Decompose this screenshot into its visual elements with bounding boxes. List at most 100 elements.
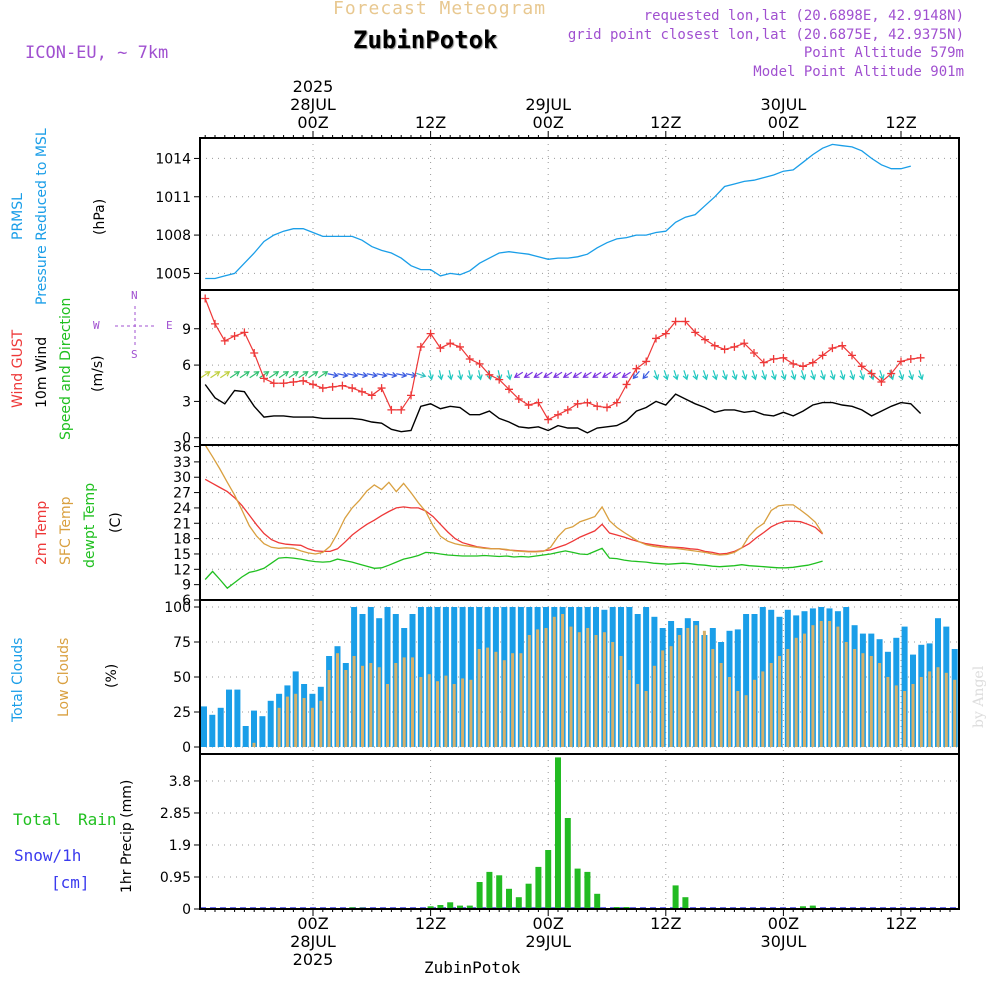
wind-direction-arrowhead bbox=[819, 374, 826, 381]
wind-gust-marker bbox=[338, 381, 347, 390]
wind-direction-arrowhead bbox=[653, 374, 660, 381]
wind-gust-marker bbox=[279, 379, 288, 388]
wind-direction-arrowhead bbox=[562, 372, 569, 378]
wind-direction-arrow bbox=[918, 370, 923, 380]
panel-frame bbox=[199, 137, 960, 291]
low-clouds-bar bbox=[252, 742, 256, 747]
low-clouds-bar bbox=[511, 653, 515, 747]
wind-direction-arrow bbox=[405, 373, 417, 377]
wind-direction-arrow bbox=[278, 371, 289, 379]
wind-gust-marker bbox=[328, 382, 337, 391]
wind-direction-arrowhead bbox=[283, 371, 290, 377]
wind-direction-arrow bbox=[612, 371, 622, 378]
low-clouds-bar bbox=[552, 616, 556, 747]
wind-direction-arrowhead bbox=[751, 374, 758, 381]
low-clouds-bar bbox=[636, 684, 640, 747]
wind-gust-marker bbox=[857, 362, 866, 371]
low-clouds-bar bbox=[686, 628, 690, 747]
low-clouds-bar bbox=[394, 663, 398, 747]
wind-gust-marker bbox=[289, 378, 298, 387]
y-tick-label: 100 bbox=[164, 600, 191, 616]
low-clouds-bar bbox=[427, 674, 431, 747]
wind-direction-arrow bbox=[840, 370, 845, 380]
wind-direction-arrow bbox=[751, 370, 757, 380]
wind-gust-marker bbox=[269, 379, 278, 388]
low-clouds-bar bbox=[294, 693, 298, 747]
low-clouds-bar bbox=[944, 672, 948, 747]
wind-direction-arrowhead bbox=[582, 372, 589, 378]
precip-bar bbox=[555, 757, 561, 909]
low-clouds-bar bbox=[336, 653, 339, 747]
y-tick-label: 9 bbox=[182, 322, 191, 338]
low-clouds-bar bbox=[494, 651, 498, 747]
precip-cm-label: [cm] bbox=[51, 873, 90, 892]
wind-direction-arrowhead bbox=[721, 374, 728, 381]
low-clouds-bar bbox=[836, 626, 840, 747]
precip-bar bbox=[800, 906, 806, 909]
y-tick-label: 6 bbox=[182, 358, 191, 374]
low-clouds-bar bbox=[903, 691, 907, 747]
low-clouds-bar bbox=[919, 677, 923, 747]
wind-gust-marker bbox=[563, 405, 572, 414]
precip-bar bbox=[584, 871, 591, 909]
wind-gust-marker bbox=[475, 359, 484, 368]
low-clouds-bar bbox=[936, 667, 940, 747]
wind-direction-arrowhead bbox=[682, 374, 689, 381]
wind-gust-marker bbox=[358, 387, 366, 396]
wind-direction-arrowhead bbox=[224, 371, 231, 377]
total-clouds-bar bbox=[251, 710, 257, 747]
wind-direction-arrowhead bbox=[411, 371, 418, 379]
wind-direction-arrowhead bbox=[621, 372, 628, 378]
low-clouds-bar bbox=[386, 684, 389, 747]
low-clouds-bar bbox=[302, 698, 306, 747]
wind-direction-arrow bbox=[386, 373, 397, 377]
y-tick-label: 6 bbox=[182, 593, 191, 609]
wind-gust-marker bbox=[808, 358, 817, 367]
bottom-date-label: 12Z bbox=[415, 914, 446, 933]
wind-gust-marker bbox=[250, 348, 259, 357]
wind-direction-arrow bbox=[632, 370, 640, 379]
total-clouds-bar bbox=[242, 726, 249, 747]
wind-direction-arrowhead bbox=[427, 374, 434, 381]
wind-direction-arrowhead bbox=[849, 374, 856, 381]
location-title: ZubinPotok bbox=[353, 26, 498, 54]
low-clouds-bar bbox=[769, 663, 773, 747]
low-clouds-bar bbox=[569, 626, 573, 747]
y-tick-label: 1008 bbox=[155, 228, 191, 244]
wind-direction-arrow bbox=[742, 370, 747, 380]
frames-layer bbox=[199, 137, 960, 910]
wind-direction-arrow bbox=[859, 370, 864, 380]
wind-direction-arrowhead bbox=[908, 374, 914, 381]
precip-bar bbox=[437, 905, 444, 909]
wind-direction-arrow bbox=[820, 370, 825, 380]
wind-direction-arrowhead bbox=[572, 372, 579, 378]
precip-bar bbox=[594, 893, 601, 909]
wind-direction-arrow bbox=[642, 370, 650, 379]
wind-direction-arrowhead bbox=[214, 371, 221, 377]
low-clouds-bar bbox=[953, 679, 957, 747]
wind-direction-arrowhead bbox=[642, 373, 649, 380]
wind-gust-marker bbox=[426, 329, 435, 338]
wind-direction-arrow bbox=[448, 370, 452, 380]
wind-gust-marker bbox=[916, 353, 925, 362]
wind-direction-arrowhead bbox=[243, 371, 250, 377]
wind-speed-line bbox=[204, 384, 922, 434]
total-clouds-bar bbox=[467, 607, 474, 747]
low-clouds-bar bbox=[853, 649, 857, 747]
wind-direction-arrowhead bbox=[332, 371, 339, 379]
wind-direction-arrow bbox=[298, 371, 309, 379]
panel-frame bbox=[199, 753, 960, 910]
wind-direction-arrow bbox=[337, 373, 348, 377]
wind-gust-marker bbox=[720, 345, 729, 354]
low-clouds-bar bbox=[811, 625, 815, 747]
precip-bar bbox=[545, 850, 552, 909]
wind-gust-marker bbox=[299, 376, 308, 385]
precip-bar bbox=[672, 885, 679, 909]
y-tick-label: 18 bbox=[173, 532, 191, 548]
bottom-date-label: 12Z bbox=[650, 914, 681, 933]
wind-gust-marker bbox=[220, 336, 229, 345]
low-clouds-bar bbox=[652, 665, 656, 747]
wind-direction-arrow bbox=[347, 373, 358, 377]
wind-gust-marker bbox=[848, 351, 856, 360]
